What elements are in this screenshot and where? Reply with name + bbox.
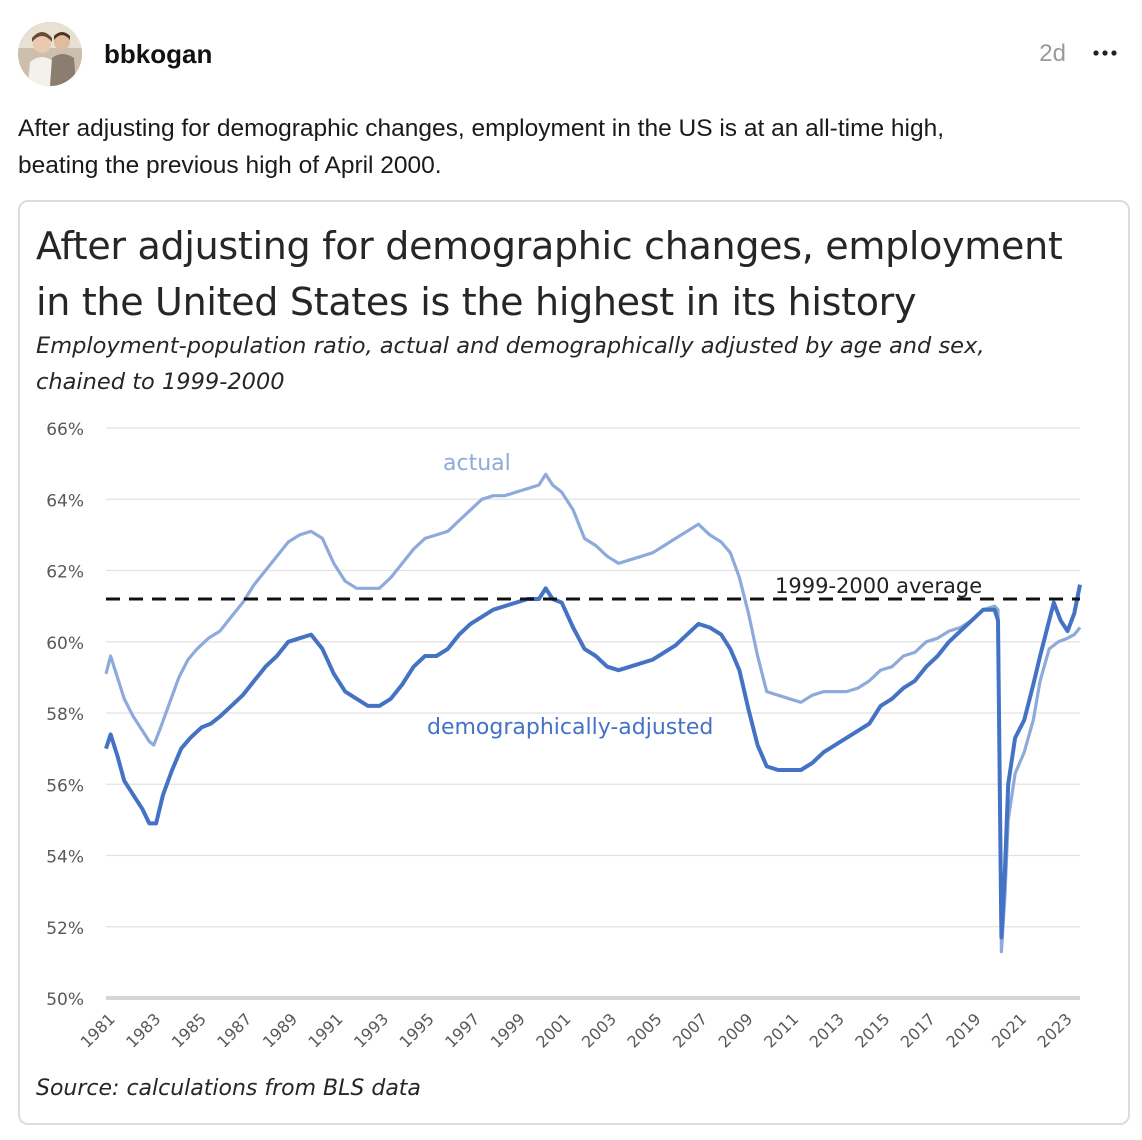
chart-title-line-2: in the United States is the highest in i… <box>36 280 917 324</box>
chart-image[interactable]: After adjusting for demographic changes,… <box>18 200 1130 1125</box>
y-tick-label: 50% <box>46 990 84 1010</box>
reference-line-label: 1999-2000 average <box>775 574 982 598</box>
x-tick-label: 2023 <box>1034 1009 1076 1051</box>
grid-lines <box>106 427 1080 1000</box>
line-chart: 66% 64% 62% 60% 58% 56% 54% 52% 50% 1981 1983 1985… <box>46 420 1082 1052</box>
post-text-line-1: After adjusting for demographic changes,… <box>18 115 945 142</box>
x-tick-label: 2007 <box>669 1009 711 1051</box>
series-label-actual: actual <box>443 451 511 476</box>
x-tick-label: 2021 <box>988 1009 1030 1051</box>
y-tick-label: 62% <box>46 563 84 583</box>
y-tick-label: 54% <box>46 848 84 868</box>
x-tick-label: 2013 <box>806 1009 848 1051</box>
chart-title: After adjusting for demographic changes,… <box>36 218 1116 330</box>
x-tick-label: 1989 <box>259 1009 301 1051</box>
x-tick-label: 1995 <box>396 1009 438 1051</box>
y-tick-label: 64% <box>46 491 84 511</box>
x-tick-label: 1981 <box>77 1009 119 1051</box>
y-tick-label: 52% <box>46 919 84 939</box>
user-avatar[interactable] <box>18 22 82 86</box>
x-tick-label: 2019 <box>942 1009 984 1051</box>
y-axis-ticks: 66% 64% 62% 60% 58% 56% 54% 52% 50% <box>46 420 84 1010</box>
x-tick-label: 1997 <box>441 1009 483 1051</box>
chart-title-line-1: After adjusting for demographic changes,… <box>36 224 1063 268</box>
x-tick-label: 2011 <box>760 1009 802 1051</box>
chart-subtitle: Employment-population ratio, actual and … <box>36 328 1116 400</box>
x-tick-label: 1985 <box>168 1009 210 1051</box>
y-tick-label: 56% <box>46 776 84 796</box>
ellipsis-icon <box>1093 50 1117 56</box>
x-tick-label: 2015 <box>851 1009 893 1051</box>
chart-subtitle-line-2: chained to 1999-2000 <box>36 369 285 395</box>
x-tick-label: 2017 <box>897 1009 939 1051</box>
series-line-demographically-adjusted <box>104 584 1082 940</box>
x-tick-label: 1999 <box>487 1009 529 1051</box>
x-tick-label: 1991 <box>304 1009 346 1051</box>
post-header: bbkogan 2d <box>18 22 1124 86</box>
chart-subtitle-line-1: Employment-population ratio, actual and … <box>36 333 985 359</box>
y-tick-label: 66% <box>46 420 84 440</box>
post-timestamp: 2d <box>1039 40 1066 67</box>
x-axis-ticks: 1981 1983 1985 1987 1989 1991 1993 1995 1997 1999… <box>77 1009 1076 1051</box>
y-tick-label: 58% <box>46 705 84 725</box>
x-tick-label: 2003 <box>578 1009 620 1051</box>
avatar-photo-icon <box>18 22 82 86</box>
y-tick-label: 60% <box>46 634 84 654</box>
x-tick-label: 1993 <box>350 1009 392 1051</box>
x-tick-label: 2001 <box>532 1009 574 1051</box>
username[interactable]: bbkogan <box>104 39 213 69</box>
x-tick-label: 2009 <box>715 1009 757 1051</box>
post-text-line-2: beating the previous high of April 2000. <box>18 152 442 179</box>
series-labels: actual demographically-adjusted <box>427 451 713 740</box>
more-options-button[interactable] <box>1088 36 1122 70</box>
reference-line-group: 1999-2000 average <box>106 574 1080 601</box>
series-label-demographically-adjusted: demographically-adjusted <box>427 715 713 740</box>
x-tick-label: 1983 <box>122 1009 164 1051</box>
x-tick-label: 1987 <box>213 1009 255 1051</box>
post-body: After adjusting for demographic changes,… <box>18 110 1118 184</box>
x-tick-label: 2005 <box>623 1009 665 1051</box>
chart-source: Source: calculations from BLS data <box>36 1076 421 1101</box>
